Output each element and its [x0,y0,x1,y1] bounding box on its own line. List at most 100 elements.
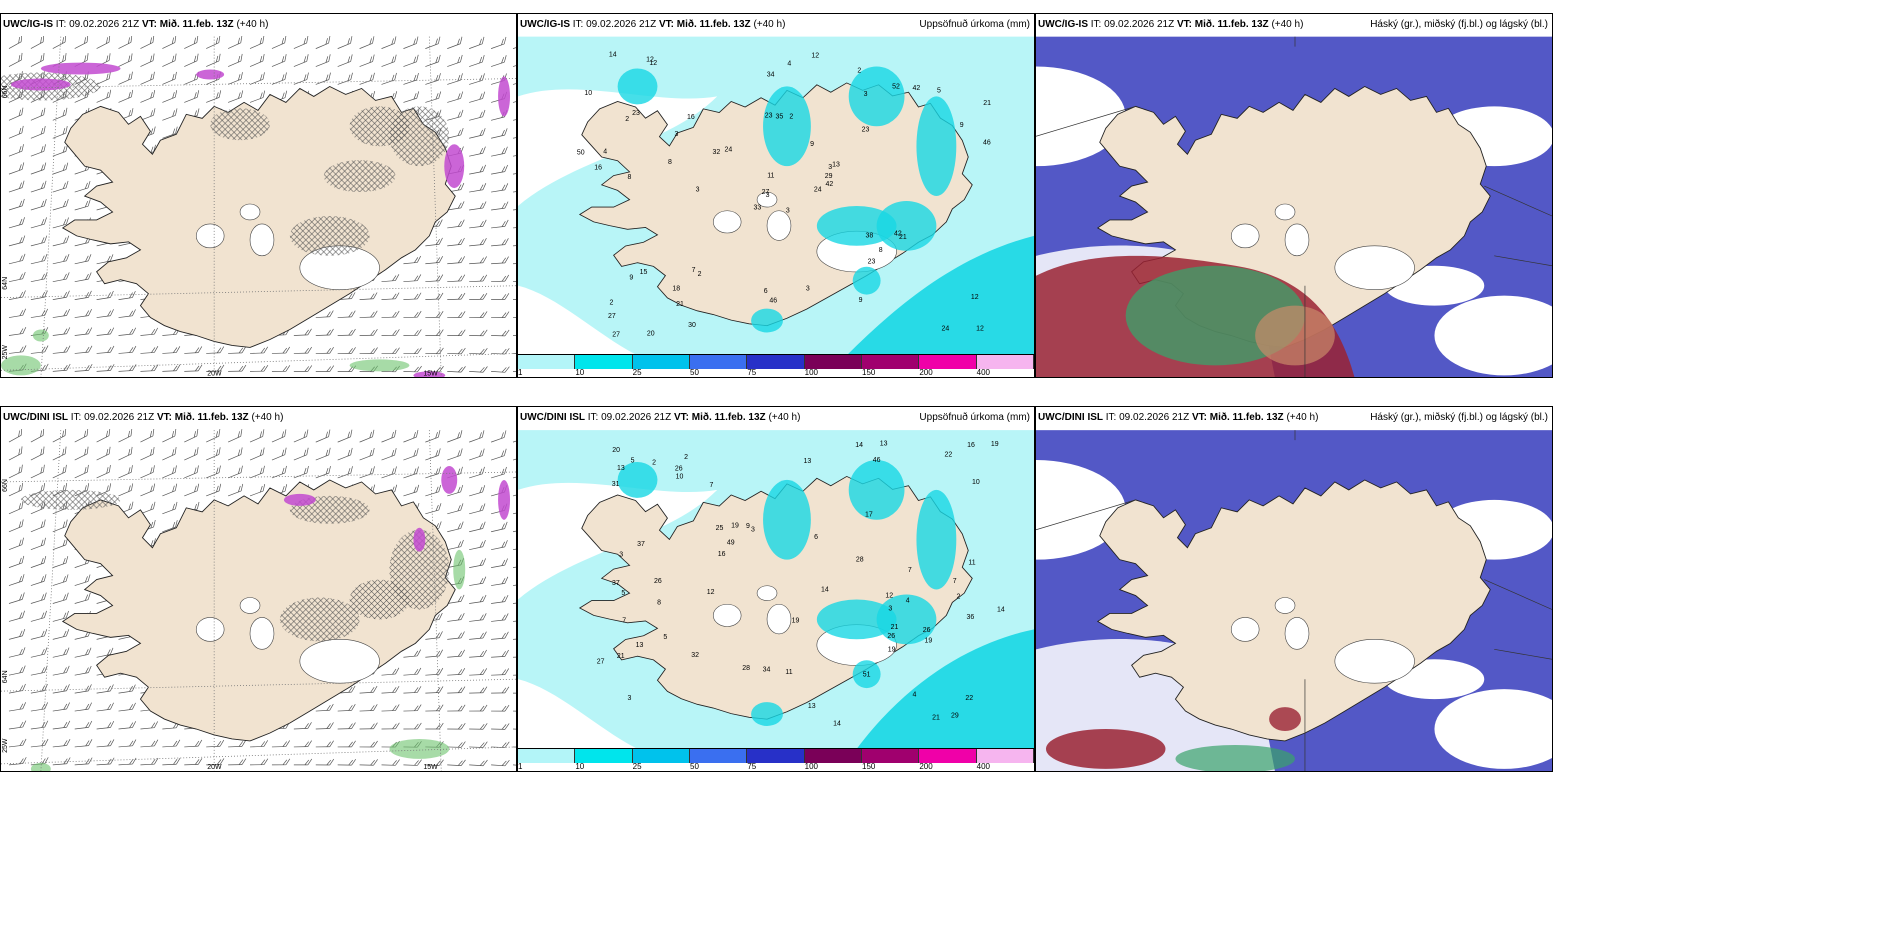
lead-time: (+40 h) [251,412,284,423]
valid-time: Mið. 11.feb. 13Z [676,19,751,30]
precip-value: 23 [632,110,640,117]
low-cloud [1045,707,1301,771]
precip-value: 46 [769,298,777,305]
wind-map: 20W 15W 25W 64N 66N [1,36,516,377]
precip-value: 21 [899,234,907,241]
legend-tick: 10 [575,762,585,771]
precip-value: 2 [857,68,861,75]
precip-value: 14 [997,607,1005,614]
iceland-land [61,479,456,742]
precip-value: 13 [808,703,816,710]
precip-value: 27 [762,189,770,196]
precip-value: 15 [640,269,648,276]
panel-title: UWC/DINI ISL IT: 09.02.2026 21Z VT: Mið.… [1036,407,1552,429]
precip-value: 34 [767,72,775,79]
field-name: Háský (gr.), miðský (fj.bl.) og lágský (… [1370,19,1548,30]
legend-tick: 75 [747,368,757,377]
grid-labels: 20W 15W 25W 64N 66N [2,86,438,377]
legend-swatch [689,749,748,763]
precip-value: 10 [676,473,684,480]
precip-cells [617,460,957,726]
precip-value: 29 [825,173,833,180]
legend-tick: 150 [862,368,876,377]
lon-label-20w: 20W [207,370,222,377]
precip-value: 28 [856,556,864,563]
precip-value: 13 [803,458,811,465]
precip-value: 4 [603,148,607,155]
valid-time: Mið. 11.feb. 13Z [1194,19,1269,30]
legend-tick: 200 [919,762,933,771]
panel-title: UWC/IG-IS IT: 09.02.2026 21Z VT: Mið. 11… [1036,14,1552,36]
precip-value: 23 [868,259,876,266]
cloud-map [1036,430,1552,771]
lead-time: (+40 h) [753,19,786,30]
hatched-areas [20,489,450,642]
valid-time: Mið. 11.feb. 13Z [691,412,766,423]
boundary-lines [1036,430,1552,771]
legend-swatch [747,749,805,763]
vt-label: VT: [673,412,689,423]
precip-value: 3 [696,187,700,194]
precip-value: 7 [908,567,912,574]
valid-time: Mið. 11.feb. 13Z [1209,412,1284,423]
lat-label-64n: 64N [2,277,9,290]
panel-precip-igis: UWC/IG-IS IT: 09.02.2026 21Z VT: Mið. 11… [517,13,1035,378]
precip-value: 27 [612,332,620,339]
precip-value: 51 [863,671,871,678]
precip-value: 5 [663,634,667,641]
legend-tick: 150 [862,762,876,771]
precip-value: 6 [814,534,818,541]
panel-title: UWC/DINI ISL IT: 09.02.2026 21Z VT: Mið.… [1,407,516,429]
precip-value: 14 [833,721,841,728]
legend-swatch [976,355,1034,369]
precip-value: 46 [983,139,991,146]
lon-label-20w: 20W [207,764,222,771]
precip-value: 14 [609,52,617,59]
precip-value: 33 [753,205,761,212]
panel-cloud-dini: UWC/DINI ISL IT: 09.02.2026 21Z VT: Mið.… [1035,406,1553,772]
precip-value: 12 [649,60,657,67]
precip-value: 24 [725,147,733,154]
graticule [1,430,516,771]
precip-value: 3 [628,695,632,702]
legend-tick: 1 [518,762,523,771]
lead-time: (+40 h) [236,19,269,30]
graticule [1,36,516,377]
precip-value: 9 [629,275,633,282]
magenta-areas [10,62,511,377]
precip-value: 42 [826,181,834,188]
precip-value: 20 [612,447,620,454]
lon-label-25w: 25W [2,738,9,753]
precip-value: 12 [976,326,984,333]
precip-value: 21 [891,624,899,631]
magenta-areas [283,466,511,552]
legend-tick: 50 [690,762,699,771]
precip-value: 42 [913,85,921,92]
precip-value: 27 [608,313,616,320]
precip-value: 29 [951,712,959,719]
lon-label-25w: 25W [2,345,9,360]
precip-value: 23 [765,113,773,120]
model-name: UWC/DINI ISL [520,412,585,423]
vt-label: VT: [141,19,157,30]
precip-value: 12 [646,56,654,63]
precip-value: 6 [764,288,768,295]
field-name: Háský (gr.), miðský (fj.bl.) og lágský (… [1370,412,1548,423]
precip-value: 7 [709,482,713,489]
legend-swatch [632,749,690,763]
lat-label-64n: 64N [2,670,9,683]
precip-value: 19 [792,618,800,625]
legend-swatch [518,355,576,369]
precip-value: 46 [873,457,881,464]
init-time: IT: 09.02.2026 21Z [1090,19,1175,30]
precip-value: 4 [906,598,910,605]
precip-value: 8 [657,600,661,607]
precip-value: 9 [746,523,750,530]
precip-legend: 1 10 25 50 75 100 150 200 400 [518,748,1034,771]
precip-value: 8 [879,247,883,254]
precip-value: 14 [855,442,863,449]
panel-wind-igis: UWC/IG-IS IT: 09.02.2026 21Z VT: Mið. 11… [0,13,517,378]
precip-value: 21 [932,715,940,722]
precip-value: 16 [718,551,726,558]
precip-value: 3 [806,286,810,293]
